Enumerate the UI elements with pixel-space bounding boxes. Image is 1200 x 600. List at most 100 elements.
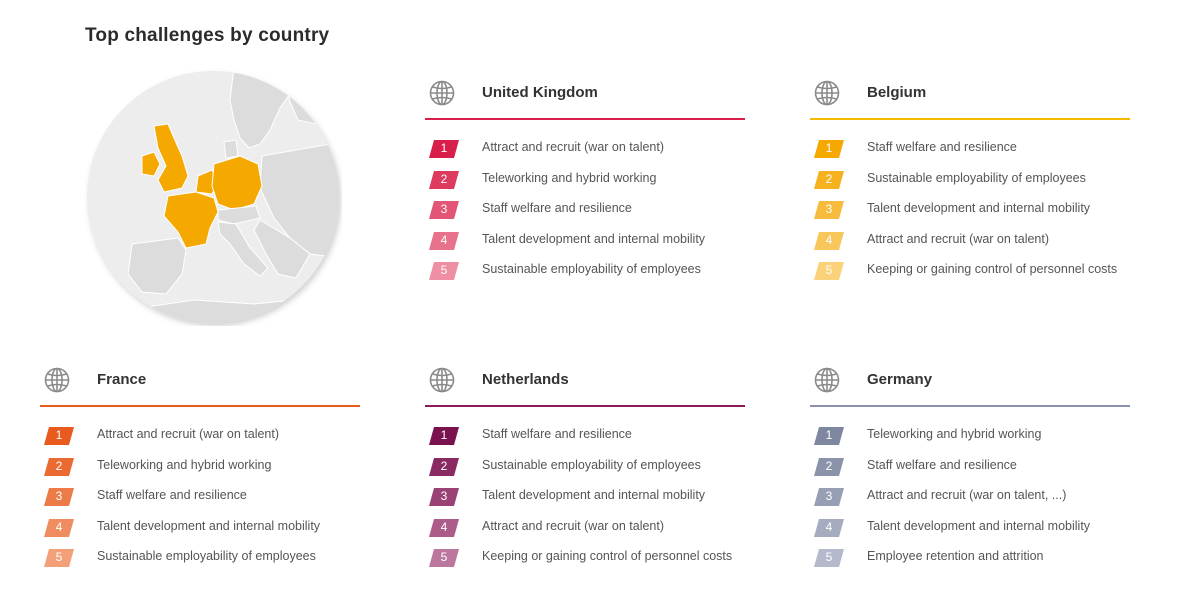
- challenge-label: Attract and recruit (war on talent): [867, 231, 1050, 246]
- challenge-item: 2 Sustainable employability of employees: [810, 169, 1130, 200]
- rank-badge: 5: [429, 549, 459, 567]
- country-name: France: [97, 371, 147, 388]
- rank-number: 3: [825, 489, 833, 503]
- page-title: Top challenges by country: [85, 25, 330, 46]
- panel-header: United Kingdom: [425, 78, 745, 120]
- globe-icon: [814, 80, 840, 106]
- rank-number: 2: [440, 458, 448, 473]
- challenge-item: 4 Talent development and internal mobilit…: [810, 517, 1130, 548]
- challenge-item: 3 Talent development and internal mobilit…: [810, 199, 1130, 230]
- challenge-item: 5 Sustainable employability of employees: [425, 260, 745, 291]
- challenge-item: 4 Talent development and internal mobilit…: [425, 230, 745, 261]
- challenge-item: 1 Attract and recruit (war on talent): [425, 138, 745, 169]
- rank-badge: 4: [429, 518, 459, 537]
- challenge-label: Teleworking and hybrid working: [482, 170, 657, 185]
- rank-badge: 4: [44, 518, 74, 537]
- rank-number: 2: [825, 171, 833, 186]
- challenge-item: 3 Attract and recruit (war on talent, ...…: [810, 486, 1130, 517]
- rank-badge: 2: [429, 170, 459, 189]
- challenge-label: Staff welfare and resilience: [867, 457, 1017, 472]
- rank-number: 5: [825, 263, 833, 277]
- challenge-item: 5 Employee retention and attrition: [810, 547, 1130, 578]
- rank-number: 2: [440, 171, 448, 186]
- denmark-shape: [223, 139, 239, 159]
- rank-badge: 2: [429, 457, 459, 476]
- challenge-item: 5 Keeping or gaining control of personnel…: [810, 260, 1130, 291]
- challenge-label: Attract and recruit (war on talent, ...): [867, 488, 1067, 502]
- rank-badge: 3: [814, 201, 844, 219]
- country-panel-united-kingdom: United Kingdom 1 Attract and recruit (war…: [425, 78, 745, 291]
- challenge-item: 4 Attract and recruit (war on talent): [425, 517, 745, 548]
- rank-badge: 5: [44, 549, 74, 567]
- challenge-label: Keeping or gaining control of personnel …: [482, 549, 733, 563]
- iberia-shape: [127, 237, 187, 295]
- panel-header: Belgium: [810, 78, 1130, 120]
- country-name: Netherlands: [482, 371, 569, 388]
- challenge-item: 1 Teleworking and hybrid working: [810, 425, 1130, 456]
- challenge-item: 3 Staff welfare and resilience: [425, 199, 745, 230]
- ireland-shape: [141, 151, 161, 177]
- rank-badge: 2: [814, 457, 844, 476]
- rank-badge: 2: [814, 170, 844, 189]
- challenge-label: Sustainable employability of employees: [482, 262, 701, 276]
- challenge-label: Employee retention and attrition: [867, 549, 1044, 563]
- challenge-list: 1 Staff welfare and resilience 2 Sustainabl…: [425, 425, 745, 578]
- challenge-label: Talent development and internal mobility: [482, 231, 706, 246]
- rank-number: 1: [825, 428, 833, 442]
- rank-number: 3: [440, 202, 448, 216]
- challenge-item: 1 Staff welfare and resilience: [425, 425, 745, 456]
- rank-number: 3: [55, 489, 63, 503]
- challenge-item: 4 Talent development and internal mobilit…: [40, 517, 360, 548]
- rank-number: 1: [440, 428, 448, 442]
- country-panel-germany: Germany 1 Teleworking and hybrid working 2…: [810, 365, 1130, 578]
- rank-number: 1: [440, 141, 448, 155]
- globe-icon: [44, 367, 70, 393]
- rank-badge: 5: [429, 262, 459, 280]
- rank-number: 5: [440, 263, 448, 277]
- rank-number: 5: [825, 550, 833, 564]
- challenge-item: 2 Sustainable employability of employees: [425, 456, 745, 487]
- country-name: Germany: [867, 371, 933, 388]
- rank-number: 4: [440, 519, 448, 534]
- challenge-label: Staff welfare and resilience: [482, 427, 632, 441]
- challenge-label: Sustainable employability of employees: [867, 170, 1086, 185]
- rank-badge: 1: [44, 427, 74, 445]
- rank-badge: 4: [814, 231, 844, 250]
- challenge-item: 2 Staff welfare and resilience: [810, 456, 1130, 487]
- globe-icon: [429, 80, 455, 106]
- country-name: United Kingdom: [482, 84, 598, 101]
- challenge-label: Talent development and internal mobility: [867, 201, 1091, 215]
- france-shape: [163, 191, 219, 249]
- rank-badge: 1: [429, 427, 459, 445]
- rank-number: 4: [825, 232, 833, 247]
- globe-icon: [429, 367, 455, 393]
- north-africa-shape: [87, 297, 339, 323]
- rank-badge: 2: [44, 457, 74, 476]
- challenge-item: 5 Sustainable employability of employees: [40, 547, 360, 578]
- challenge-label: Staff welfare and resilience: [867, 140, 1017, 154]
- panel-header: France: [40, 365, 360, 407]
- rank-badge: 3: [44, 488, 74, 506]
- panel-header: Germany: [810, 365, 1130, 407]
- challenge-item: 4 Attract and recruit (war on talent): [810, 230, 1130, 261]
- challenge-label: Attract and recruit (war on talent): [482, 518, 665, 533]
- rank-badge: 3: [429, 201, 459, 219]
- rank-badge: 1: [814, 140, 844, 158]
- rank-number: 1: [825, 141, 833, 155]
- challenge-label: Teleworking and hybrid working: [867, 427, 1042, 441]
- challenge-label: Talent development and internal mobility: [97, 518, 321, 533]
- challenge-item: 2 Teleworking and hybrid working: [40, 456, 360, 487]
- challenge-list: 1 Teleworking and hybrid working 2 Staff we…: [810, 425, 1130, 578]
- rank-badge: 5: [814, 262, 844, 280]
- challenge-item: 5 Keeping or gaining control of personnel…: [425, 547, 745, 578]
- challenge-item: 3 Staff welfare and resilience: [40, 486, 360, 517]
- challenge-label: Talent development and internal mobility: [482, 488, 706, 502]
- rank-number: 4: [825, 519, 833, 534]
- rank-badge: 4: [814, 518, 844, 537]
- rank-number: 3: [440, 489, 448, 503]
- panel-header: Netherlands: [425, 365, 745, 407]
- country-name: Belgium: [867, 84, 927, 101]
- germany-shape: [211, 155, 263, 211]
- rank-number: 4: [55, 519, 63, 534]
- rank-number: 5: [55, 550, 63, 564]
